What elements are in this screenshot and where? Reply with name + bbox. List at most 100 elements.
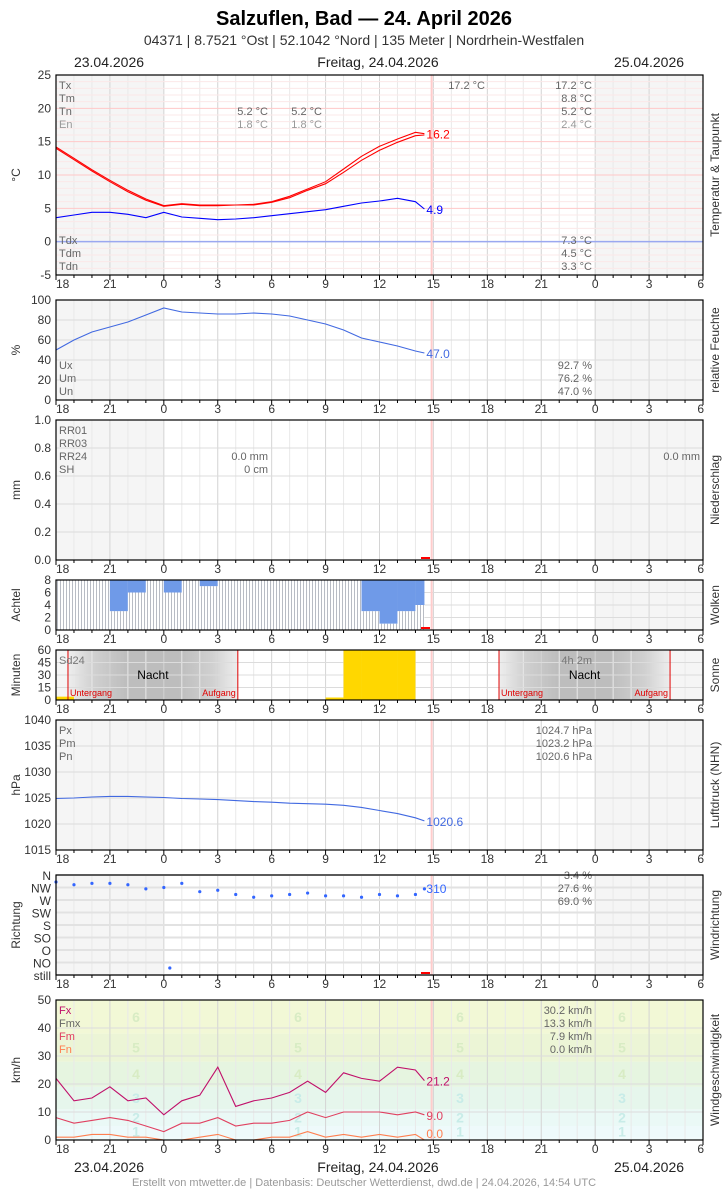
panel-side-label: Niederschlag — [708, 455, 722, 525]
last-value-label: 0.0 — [426, 1127, 443, 1141]
clear-sky-bar — [361, 580, 380, 612]
cloud-cover-bar — [289, 580, 308, 630]
x-tick-label: 0 — [592, 977, 599, 991]
x-tick-label: 21 — [535, 632, 549, 646]
x-tick-label: 6 — [268, 977, 275, 991]
stat-value: 0 cm — [244, 464, 268, 476]
y-tick-label: 0 — [44, 693, 51, 707]
y-tick-label: 8 — [44, 573, 51, 587]
beaufort-number: 4 — [132, 1066, 140, 1082]
cloud-cover-bar — [325, 580, 344, 630]
stat-value: 69.0 % — [558, 896, 592, 908]
sunset-label: Untergang — [501, 688, 543, 698]
x-tick-label: 15 — [427, 977, 441, 991]
y-tick-label: 0 — [44, 235, 51, 249]
x-tick-label: 18 — [56, 977, 70, 991]
wind-direction-point — [180, 881, 184, 885]
beaufort-number: 6 — [456, 1009, 464, 1025]
cloud-cover-bar — [235, 580, 254, 630]
last-value-label: 21.2 — [426, 1075, 450, 1089]
stat-value: 0.0 mm — [663, 451, 700, 463]
x-tick-label: 6 — [697, 277, 704, 291]
x-tick-label: 3 — [646, 632, 653, 646]
panel-side-label: relative Feuchte — [708, 307, 722, 393]
x-tick-label: 0 — [160, 277, 167, 291]
x-tick-label: 21 — [103, 702, 117, 716]
x-tick-label: 3 — [646, 852, 653, 866]
x-tick-label: 3 — [646, 1142, 653, 1156]
stat-label: Tx — [59, 80, 72, 92]
wind-direction-point — [72, 883, 76, 887]
x-tick-label: 12 — [373, 402, 387, 416]
beaufort-number: 6 — [618, 1009, 626, 1025]
x-tick-label: 21 — [535, 702, 549, 716]
stat-label: RR01 — [59, 425, 87, 437]
series-line-gust — [55, 1066, 425, 1116]
x-tick-label: 18 — [481, 277, 495, 291]
cloud-cover-bar — [397, 611, 416, 630]
stat-value: 3.3 °C — [561, 261, 592, 273]
x-tick-label: 21 — [103, 977, 117, 991]
y-tick-label: 15 — [38, 681, 52, 695]
y-tick-label: 1015 — [24, 843, 51, 857]
x-tick-label: 3 — [646, 977, 653, 991]
x-tick-label: 6 — [268, 562, 275, 576]
x-tick-label: 18 — [56, 277, 70, 291]
beaufort-number: 2 — [294, 1110, 302, 1126]
x-tick-label: 0 — [160, 977, 167, 991]
date-center: Freitag, 24.04.2026 — [317, 54, 439, 70]
clear-sky-bar — [109, 580, 128, 612]
date-right: 25.04.2026 — [614, 54, 684, 70]
last-value-label: 9.0 — [426, 1109, 443, 1123]
x-tick-label: 21 — [535, 277, 549, 291]
stat-value: 5.2 °C — [561, 106, 592, 118]
x-tick-label: 0 — [592, 402, 599, 416]
no-data-marker — [421, 972, 430, 974]
x-tick-label: 21 — [103, 1142, 117, 1156]
clear-sky-bar — [127, 580, 146, 593]
x-tick-label: 18 — [56, 1142, 70, 1156]
y-tick-label: 0.4 — [34, 497, 51, 511]
x-tick-label: 21 — [103, 402, 117, 416]
y-tick-label: 100 — [31, 293, 51, 307]
stat-label: Fm — [59, 1031, 75, 1043]
wind-direction-point — [108, 881, 112, 885]
stat-value: 30.2 km/h — [544, 1005, 592, 1017]
page-title: Salzuflen, Bad — 24. April 2026 — [216, 8, 512, 30]
cloud-cover-bar — [109, 611, 128, 630]
y-tick-label: 1025 — [24, 791, 51, 805]
wind-direction-point — [126, 883, 130, 887]
wind-direction-point — [306, 891, 310, 895]
x-tick-label: 6 — [697, 1142, 704, 1156]
panel-temperature: 16.2 4.9 Tx 17.2 °C 17.2 °C Tm 8.8 °C Tn 5.2 °C 5… — [9, 68, 722, 291]
y-tick-label: 1040 — [24, 713, 51, 727]
cloud-cover-bar — [415, 605, 425, 630]
station-info: 04371 | 8.7521 °Ost | 52.1042 °Nord | 13… — [144, 32, 584, 48]
panel-wind-direction: 310 3.4 %27.6 %69.0 % 18 21 0 3 6 9 12 15 18 21 0 3 6 N… — [9, 869, 722, 991]
stat-value: 17.2 °C — [448, 80, 485, 92]
beaufort-number: 6 — [294, 1009, 302, 1025]
beaufort-number: 4 — [456, 1066, 464, 1082]
stat-label: Un — [59, 386, 73, 398]
x-tick-label: 15 — [427, 277, 441, 291]
x-tick-label: 12 — [373, 632, 387, 646]
wind-direction-point — [252, 895, 256, 899]
cloud-cover-bar — [145, 580, 164, 630]
x-tick-label: 0 — [592, 632, 599, 646]
stat-label: Tm — [59, 93, 75, 105]
cloud-cover-bar — [56, 580, 74, 630]
wind-direction-point — [144, 887, 148, 891]
x-tick-label: 9 — [322, 1142, 329, 1156]
stat-label: Tn — [59, 106, 72, 118]
stat-label: Pm — [59, 738, 76, 750]
x-tick-label: 9 — [322, 702, 329, 716]
x-tick-label: 3 — [214, 402, 221, 416]
wind-direction-point — [198, 890, 202, 894]
x-tick-label: 3 — [214, 702, 221, 716]
cloud-cover-bar — [91, 580, 110, 630]
stat-value: 0.0 km/h — [550, 1044, 592, 1056]
x-tick-label: 6 — [697, 632, 704, 646]
y-tick-label: N — [42, 869, 51, 883]
stat-label: Tdx — [59, 235, 78, 247]
stat-label: Um — [59, 373, 76, 385]
